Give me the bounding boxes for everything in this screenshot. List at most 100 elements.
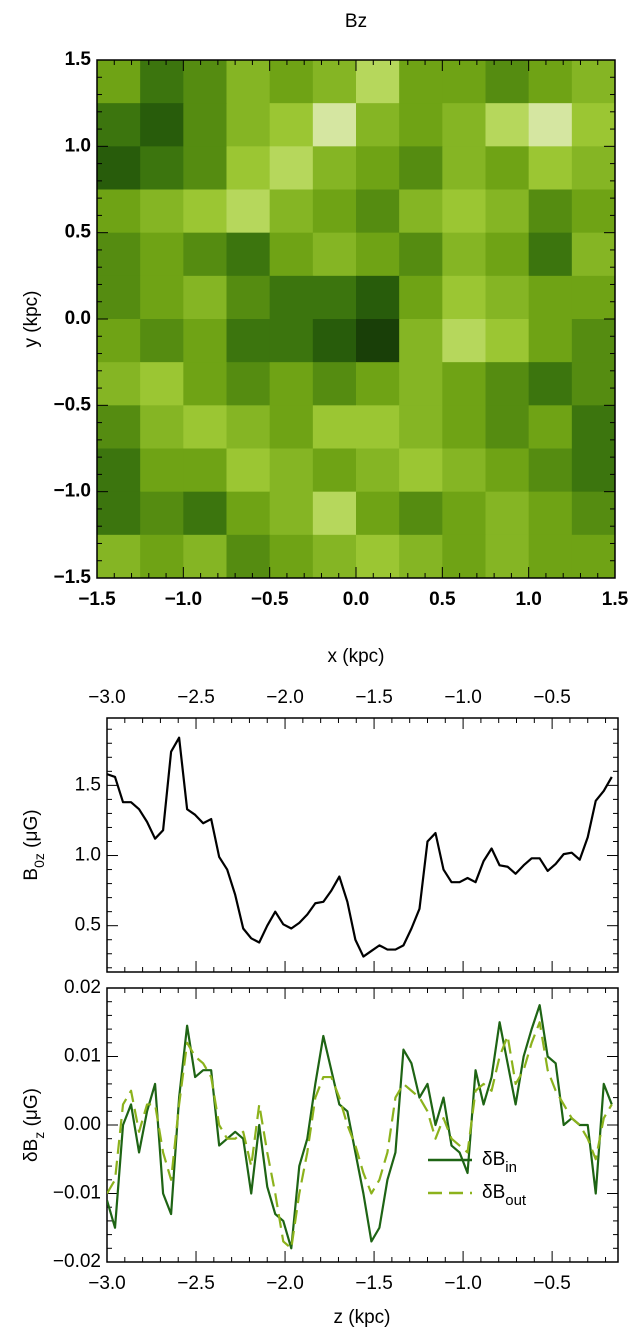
heatmap-cell xyxy=(356,103,400,147)
y-tick-label: 1.0 xyxy=(65,135,91,156)
heatmap-cell xyxy=(97,275,141,320)
heatmap-cell xyxy=(399,448,443,493)
x-tick-label: −1.5 xyxy=(355,687,393,708)
heatmap-cell xyxy=(356,275,400,320)
x-tick-label: −3.0 xyxy=(88,687,126,708)
heatmap-cell xyxy=(442,534,486,579)
heatmap-cell xyxy=(183,319,227,363)
heatmap-cell xyxy=(571,146,616,190)
heatmap-cell xyxy=(442,491,486,536)
heatmap-cell xyxy=(97,103,141,147)
heatmap-cell xyxy=(442,448,486,493)
heatmap-cell xyxy=(312,362,357,406)
heatmap-cell xyxy=(269,146,314,190)
heatmap-cell xyxy=(528,189,573,234)
heatmap-cell xyxy=(485,60,530,104)
heatmap-cell xyxy=(571,362,616,406)
heatmap-cell xyxy=(442,275,486,320)
heatmap-cell xyxy=(485,103,530,147)
heatmap-cell xyxy=(399,534,443,579)
heatmap-cell xyxy=(269,319,314,363)
heatmap-cell xyxy=(140,362,184,406)
legend-label: δBin xyxy=(482,1149,517,1176)
heatmap-cell xyxy=(97,319,141,363)
heatmap-cell xyxy=(528,405,573,449)
x-tick-label: 0.0 xyxy=(343,589,369,610)
heatmap-cell xyxy=(269,491,314,536)
heatmap-cell xyxy=(312,534,357,579)
heatmap-cell xyxy=(183,189,227,234)
y-tick-label: 0.00 xyxy=(64,1114,101,1135)
heatmap-cell xyxy=(183,232,227,277)
heatmap-cell xyxy=(528,319,573,363)
heatmap-cell xyxy=(140,405,184,449)
heatmap-cell xyxy=(269,103,314,147)
heatmap-cell xyxy=(140,491,184,536)
heatmap-cell xyxy=(528,60,573,104)
heatmap-cell xyxy=(442,60,486,104)
y-tick-label: −1.0 xyxy=(53,481,91,502)
heatmap-cell xyxy=(269,60,314,104)
y-axis-label-part: (μG) xyxy=(21,809,42,853)
heatmap-cell xyxy=(528,534,573,579)
heatmap-cell xyxy=(356,232,400,277)
heatmap-cell xyxy=(571,448,616,493)
x-tick-label: −0.5 xyxy=(251,589,289,610)
heatmap-cell xyxy=(269,405,314,449)
heatmap-title: Bz xyxy=(345,11,367,32)
y-tick-label: 0.5 xyxy=(75,915,101,936)
heatmap-cell xyxy=(356,534,400,579)
x-axis-label: z (kpc) xyxy=(334,1307,391,1328)
heatmap-cell xyxy=(312,189,357,234)
y-tick-label: 1.5 xyxy=(75,774,101,795)
heatmap-cell xyxy=(140,448,184,493)
x-tick-label: −2.0 xyxy=(266,687,304,708)
plot-frame xyxy=(106,717,619,973)
heatmap-cell xyxy=(442,319,486,363)
heatmap-cell xyxy=(97,534,141,579)
heatmap-cell xyxy=(399,405,443,449)
heatmap-cell xyxy=(442,362,486,406)
heatmap-cell xyxy=(312,232,357,277)
heatmap-cell xyxy=(183,534,227,579)
data-line xyxy=(107,1021,613,1250)
heatmap-cell xyxy=(571,319,616,363)
heatmap-cell xyxy=(485,275,530,320)
x-tick-label: −3.0 xyxy=(88,1273,126,1294)
heatmap-cell xyxy=(485,319,530,363)
heatmap-cell xyxy=(312,275,357,320)
heatmap-cell xyxy=(485,362,530,406)
heatmap-cell xyxy=(226,146,271,190)
heatmap-cell xyxy=(442,146,486,190)
heatmap-cell xyxy=(183,448,227,493)
heatmap-cell xyxy=(269,448,314,493)
x-tick-label: 0.5 xyxy=(429,589,456,610)
y-axis-label: B0z (μG) xyxy=(21,809,47,880)
heatmap-cell xyxy=(183,405,227,449)
heatmap-cell xyxy=(269,362,314,406)
heatmap-cell xyxy=(183,491,227,536)
heatmap-cell xyxy=(528,232,573,277)
heatmap-cell xyxy=(399,362,443,406)
heatmap-cell xyxy=(312,319,357,363)
x-tick-label: −0.5 xyxy=(533,687,571,708)
legend-label-part: δB xyxy=(482,1149,505,1170)
y-tick-label: −0.02 xyxy=(53,1251,101,1272)
heatmap-cell xyxy=(140,319,184,363)
y-axis-label-part: (μG) xyxy=(21,1088,42,1132)
heatmap-cell xyxy=(485,405,530,449)
heatmap-cell xyxy=(485,491,530,536)
y-axis-label-part: 0z xyxy=(31,853,47,868)
heatmap-cell xyxy=(312,146,357,190)
x-tick-label: −2.5 xyxy=(177,1273,215,1294)
heatmap-cell xyxy=(442,189,486,234)
heatmap-cell xyxy=(485,189,530,234)
y-axis-label-part: δB xyxy=(21,1139,42,1162)
heatmap-cell xyxy=(226,103,271,147)
x-tick-label: −1.0 xyxy=(444,1273,482,1294)
legend-label-part: out xyxy=(505,1192,527,1209)
heatmap-cell xyxy=(97,362,141,406)
x-tick-label: −1.0 xyxy=(444,687,482,708)
y-tick-label: −1.5 xyxy=(53,567,91,588)
heatmap-cell xyxy=(226,491,271,536)
